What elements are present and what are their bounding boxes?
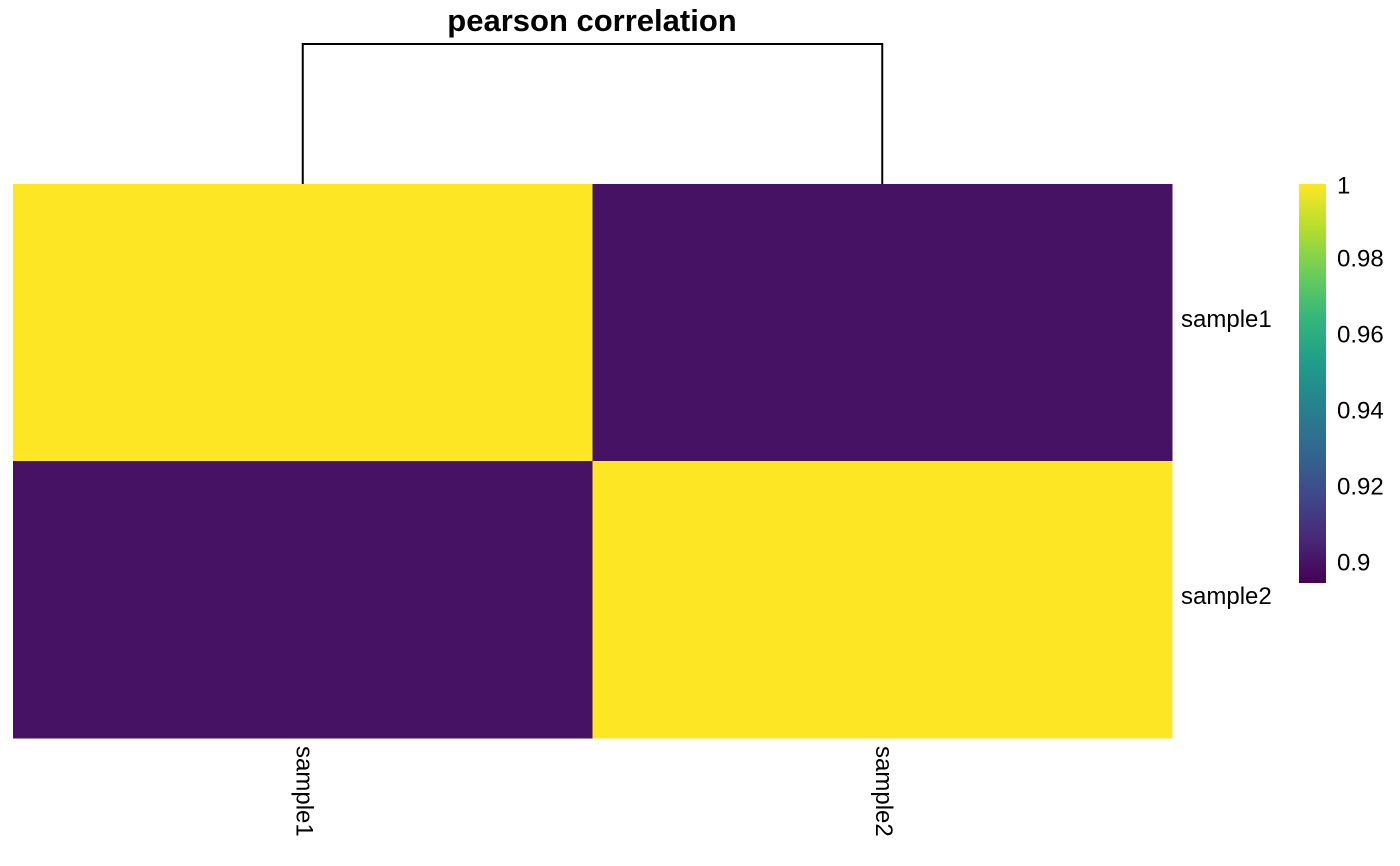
legend-tick-label: 0.96 [1337,321,1384,348]
row-label-sample1: sample1 [1181,306,1272,333]
chart-title: pearson correlation [447,3,736,38]
legend-tick-label: 0.9 [1337,549,1370,576]
legend-tick-label: 1 [1337,172,1350,199]
legend-tick-label: 0.92 [1337,473,1384,500]
color-legend: 1 0.98 0.96 0.94 0.92 0.9 [1299,172,1384,583]
column-dendrogram [301,43,884,184]
heatmap-cell-sample1-sample1 [13,184,593,462]
heatmap-cell-sample2-sample1 [13,461,593,739]
column-labels: sample1 sample2 [290,746,897,837]
row-labels: sample1 sample2 [1181,306,1272,610]
legend-tick-label: 0.94 [1337,397,1384,424]
dendrogram-branch [301,43,884,184]
color-bar [1299,184,1326,583]
row-label-sample2: sample2 [1181,583,1272,610]
heatmap-cells [13,184,1173,739]
column-label-sample1: sample1 [290,746,317,837]
column-label-sample2: sample2 [870,746,897,837]
heatmap-cell-sample2-sample2 [592,461,1173,739]
legend-tick-label: 0.98 [1337,245,1384,272]
heatmap-cell-sample1-sample2 [592,184,1173,462]
